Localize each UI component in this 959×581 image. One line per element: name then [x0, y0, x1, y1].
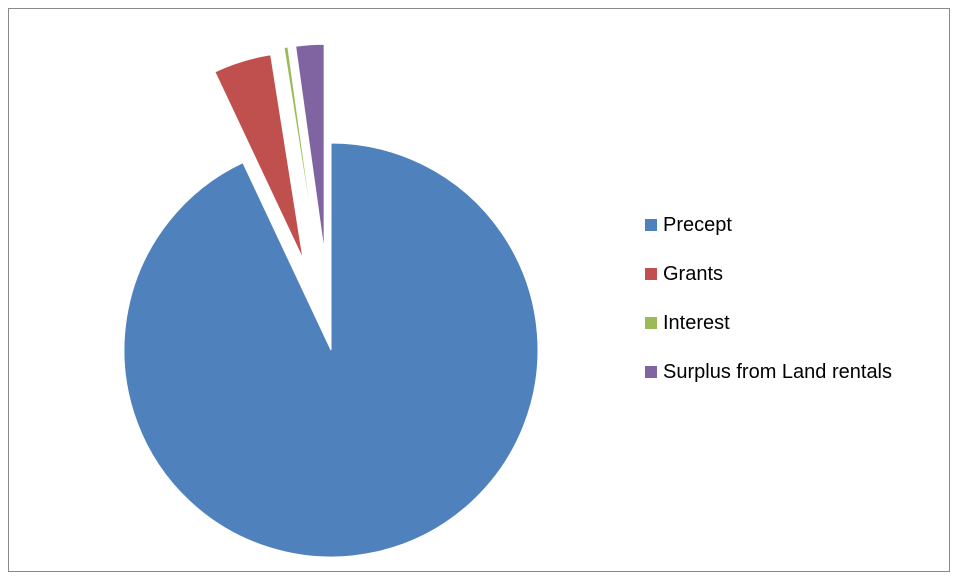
legend-label-grants: Grants	[663, 263, 724, 285]
legend-item-surplus: Surplus from Land rentals	[645, 360, 892, 384]
legend-item-precept: Precept	[645, 213, 892, 237]
chart-area: Precept Grants Interest Surplus from Lan…	[8, 8, 950, 572]
legend-swatch-surplus	[645, 366, 657, 378]
legend-swatch-grants	[645, 268, 657, 280]
pie-chart	[123, 43, 539, 558]
legend-label-interest: Interest	[663, 312, 730, 334]
pie-slice-surplus-from-land-rentals	[295, 43, 325, 252]
legend-label-precept: Precept	[663, 214, 732, 236]
legend-label-surplus: Surplus from Land rentals	[663, 361, 893, 383]
legend-swatch-precept	[645, 219, 657, 231]
pie-slice-interest	[283, 46, 317, 253]
legend-item-grants: Grants	[645, 262, 892, 286]
legend-item-interest: Interest	[645, 311, 892, 335]
legend-swatch-interest	[645, 317, 657, 329]
pie-slice-precept	[123, 142, 539, 558]
legend: Precept Grants Interest Surplus from Lan…	[645, 213, 892, 409]
pie-slice-grants	[214, 54, 304, 260]
